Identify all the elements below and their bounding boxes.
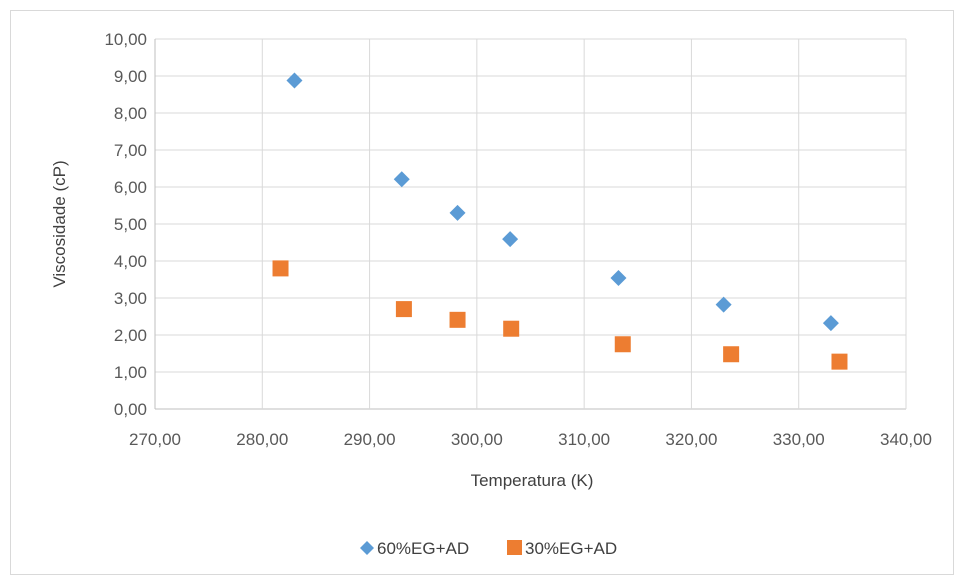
- y-tick-label: 6,00: [114, 178, 147, 197]
- y-tick-label: 9,00: [114, 67, 147, 86]
- x-tick-label: 300,00: [451, 430, 503, 449]
- y-tick-label: 4,00: [114, 252, 147, 271]
- point-60eg: [610, 270, 627, 287]
- data-points: [272, 72, 848, 370]
- point-30eg: [272, 260, 289, 277]
- point-60eg: [822, 315, 839, 332]
- y-axis-ticks: 0,00 1,00 2,00 3,00 4,00 5,00 6,00 7,00 8,00 9,00…: [104, 30, 147, 419]
- y-tick-label: 8,00: [114, 104, 147, 123]
- gridlines: [154, 38, 907, 410]
- y-tick-label: 2,00: [114, 326, 147, 345]
- y-tick-label: 1,00: [114, 363, 147, 382]
- y-tick-label: 0,00: [114, 400, 147, 419]
- point-30eg: [503, 320, 520, 337]
- chart-border: [10, 10, 954, 575]
- point-30eg: [449, 311, 466, 328]
- point-30eg: [831, 353, 848, 370]
- x-tick-label: 330,00: [773, 430, 825, 449]
- legend-label-60eg: 60%EG+AD: [377, 539, 469, 558]
- point-60eg: [502, 231, 519, 248]
- x-axis-ticks: 270,00 280,00 290,00 300,00 310,00 320,00 330,…: [129, 430, 932, 449]
- point-60eg: [715, 296, 732, 313]
- x-tick-label: 320,00: [665, 430, 717, 449]
- x-tick-label: 310,00: [558, 430, 610, 449]
- y-tick-label: 10,00: [104, 30, 147, 49]
- legend-label-30eg: 30%EG+AD: [525, 539, 617, 558]
- point-30eg: [723, 346, 740, 363]
- point-30eg: [395, 301, 412, 318]
- point-60eg: [449, 204, 466, 221]
- y-tick-label: 5,00: [114, 215, 147, 234]
- x-tick-label: 340,00: [880, 430, 932, 449]
- x-axis-title: Temperatura (K): [471, 471, 594, 490]
- point-60eg: [286, 72, 303, 89]
- legend-marker-60eg: [360, 541, 374, 555]
- y-tick-label: 3,00: [114, 289, 147, 308]
- y-tick-label: 7,00: [114, 141, 147, 160]
- x-tick-label: 290,00: [344, 430, 396, 449]
- x-tick-label: 280,00: [236, 430, 288, 449]
- legend: 60%EG+AD 30%EG+AD: [360, 539, 617, 558]
- point-30eg: [614, 336, 631, 353]
- legend-marker-30eg: [507, 540, 522, 555]
- y-axis-title: Viscosidade (cP): [50, 160, 69, 287]
- point-60eg: [393, 171, 410, 188]
- x-tick-label: 270,00: [129, 430, 181, 449]
